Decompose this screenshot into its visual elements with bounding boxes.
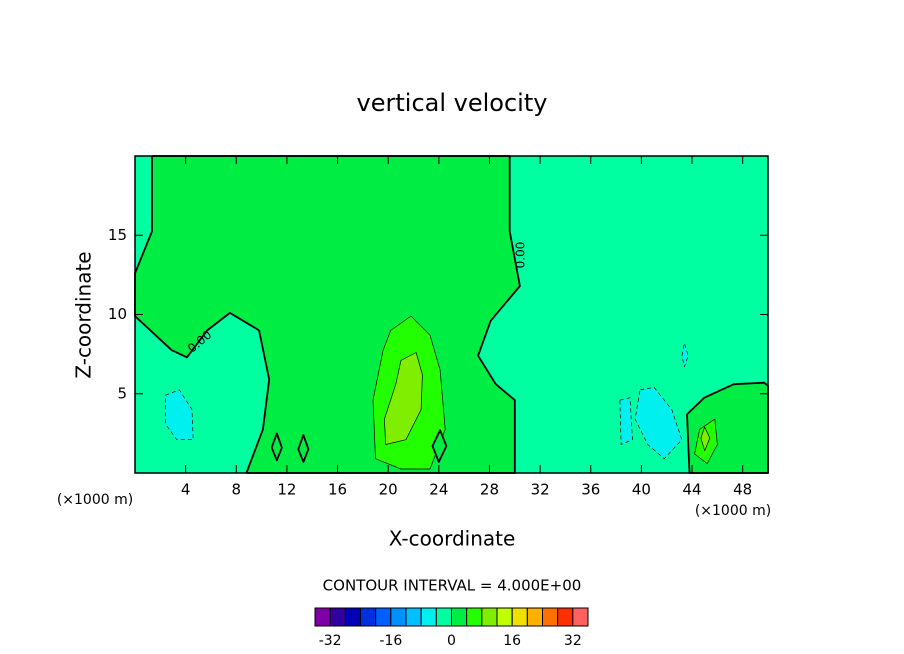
colorbar-box [511, 607, 528, 627]
colorbar-box [375, 607, 392, 627]
colorbar-box [314, 607, 331, 627]
contour-label: 0.00 [514, 242, 528, 269]
y-tick-label: 5 [117, 384, 127, 402]
colorbar-box [572, 607, 589, 627]
x-tick-label: 20 [379, 481, 398, 499]
contour-region [165, 389, 194, 441]
contour-region [634, 387, 683, 460]
x-tick-label: 32 [531, 481, 550, 499]
chart-title: vertical velocity [357, 89, 548, 117]
colorbar-box [435, 607, 453, 627]
colorbar-box [451, 607, 468, 627]
contour-region [619, 397, 633, 445]
colorbar-box [526, 607, 543, 627]
colorbar-box [496, 607, 513, 627]
x-tick-label: 40 [632, 481, 651, 499]
contour-region [431, 429, 448, 463]
colorbar-box [466, 607, 483, 627]
colorbar-box [329, 607, 346, 627]
colorbar-box [344, 607, 362, 627]
x-tick-label: 12 [277, 481, 296, 499]
x-tick-label: 36 [581, 481, 600, 499]
x-tick-label: 4 [181, 481, 191, 499]
contour-region [297, 434, 310, 463]
contour-region [700, 426, 711, 452]
colorbar-label: 0 [447, 633, 456, 649]
colorbar-box [542, 607, 559, 627]
contour-region [270, 432, 283, 462]
colorbar-box [557, 607, 574, 627]
y-axis-label: Z-coordinate [72, 251, 96, 378]
colorbar-label: 16 [503, 633, 521, 649]
colorbar-box [481, 607, 498, 627]
colorbar-box [360, 607, 377, 627]
x-tick-label: 24 [429, 481, 448, 499]
x-unit: (×1000 m) [57, 492, 133, 508]
x-tick-label: 8 [232, 481, 242, 499]
colorbar-box [390, 607, 407, 627]
x-tick-label: 48 [733, 481, 752, 499]
y-tick-label: 15 [108, 226, 127, 244]
x-tick-label: 44 [682, 481, 701, 499]
colorbar-box [405, 607, 422, 627]
colorbar-label: -16 [379, 633, 402, 649]
colorbar-label: 32 [564, 633, 582, 649]
contour-region [384, 352, 423, 445]
colorbar-box [420, 607, 437, 627]
x-unit: (×1000 m) [695, 503, 771, 519]
y-tick-label: 10 [108, 305, 127, 323]
colorbar-label: -32 [319, 633, 342, 649]
contour-interval: CONTOUR INTERVAL = 4.000E+00 [323, 577, 582, 595]
x-tick-label: 28 [480, 481, 499, 499]
x-axis-label: X-coordinate [389, 527, 516, 551]
contour-region [681, 342, 689, 368]
x-tick-label: 16 [328, 481, 347, 499]
